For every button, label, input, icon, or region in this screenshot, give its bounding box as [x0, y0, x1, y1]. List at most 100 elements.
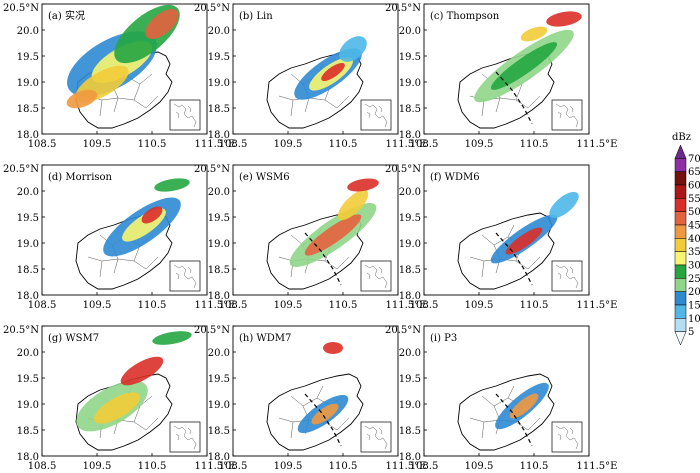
echo-area — [311, 403, 339, 425]
colorbar-label: 70 — [688, 154, 700, 165]
x-tick-label: 111.5°E — [195, 139, 236, 150]
x-tick-label: 108.5 — [28, 461, 57, 472]
y-tick-label: 19.0 — [399, 400, 421, 411]
panel-frame — [232, 3, 399, 135]
panel-3: (c) Thompson20.5°N20.019.519.018.518.010… — [385, 3, 617, 150]
colorbar-block — [674, 238, 687, 252]
x-tick-label: 110.5 — [329, 139, 358, 150]
echo-area — [152, 331, 192, 345]
y-tick-label: 19.0 — [208, 78, 230, 89]
panel-frame — [423, 3, 590, 135]
panel-label: (d) Morrison — [48, 172, 113, 183]
x-tick-label: 109.5 — [274, 461, 303, 472]
colorbar-block — [674, 318, 687, 332]
colorbar-block — [674, 144, 687, 159]
y-tick-label: 18.0 — [208, 130, 230, 141]
y-tick-label: 18.5 — [208, 104, 230, 115]
y-tick-label: 19.5 — [17, 52, 39, 63]
x-tick-label: 110.5 — [329, 461, 358, 472]
colorbar-labels: 5 10 15 20 25 30 35 40 45 50 55 60 65 70 — [688, 154, 700, 338]
x-tick-label: 108.5 — [219, 139, 248, 150]
y-tick-label: 18.5 — [17, 104, 39, 115]
x-tick-label: 110.5 — [520, 139, 549, 150]
x-tick-label: 111.5°E — [577, 139, 618, 150]
inset-map — [551, 260, 583, 292]
echo-area — [93, 392, 141, 424]
x-tick-label: 111.5°E — [195, 461, 236, 472]
y-tick-label: 19.5 — [17, 213, 39, 224]
colorbar-block — [674, 211, 687, 226]
y-tick-label: 18.0 — [17, 291, 39, 302]
colorbar-block — [674, 291, 687, 306]
y-tick-label: 19.0 — [17, 239, 39, 250]
colorbar-block — [674, 224, 687, 239]
colorbar-block — [674, 264, 687, 279]
x-tick-label: 108.5 — [28, 300, 57, 311]
y-tick-label: 19.5 — [208, 52, 230, 63]
y-tick-label: 20.5°N — [385, 325, 421, 336]
colorbar-label: 60 — [688, 181, 700, 192]
y-tick-label: 20.5°N — [385, 3, 421, 14]
y-tick-label: 18.0 — [208, 452, 230, 463]
y-tick-label: 20.5°N — [3, 3, 39, 14]
x-tick-label: 108.5 — [410, 300, 439, 311]
y-tick-label: 20.5°N — [3, 325, 39, 336]
colorbar-label: 20 — [688, 287, 700, 298]
colorbar-block — [674, 171, 687, 186]
inset-map — [169, 99, 201, 131]
echo-area — [339, 36, 367, 62]
panel-frame — [41, 325, 208, 457]
echo-area — [321, 62, 345, 82]
inset-map — [360, 99, 392, 131]
inset-map — [360, 260, 392, 292]
y-tick-label: 18.0 — [208, 291, 230, 302]
y-tick-label: 18.5 — [399, 104, 421, 115]
x-tick-label: 110.5 — [138, 300, 167, 311]
y-tick-label: 20.5°N — [194, 325, 230, 336]
y-tick-label: 19.5 — [208, 374, 230, 385]
y-tick-label: 18.5 — [17, 426, 39, 437]
panel-label: (i) P3 — [430, 333, 457, 344]
panel-label: (h) WDM7 — [239, 333, 291, 344]
echo-area — [549, 191, 579, 219]
colorbar-label: 50 — [688, 207, 700, 218]
echo-area — [141, 206, 163, 224]
y-tick-label: 19.0 — [208, 400, 230, 411]
colorbar-block — [674, 251, 687, 266]
x-tick-label: 109.5 — [274, 300, 303, 311]
x-tick-label: 108.5 — [219, 300, 248, 311]
panel-frame — [41, 164, 208, 296]
y-tick-label: 18.0 — [399, 130, 421, 141]
inset-map — [551, 421, 583, 453]
x-tick-label: 111.5°E — [577, 461, 618, 472]
y-tick-label: 20.0 — [208, 348, 230, 359]
y-tick-label: 19.0 — [17, 78, 39, 89]
echo-area — [66, 89, 98, 109]
inset-map — [360, 421, 392, 453]
inset-map — [169, 421, 201, 453]
x-tick-label: 110.5 — [520, 461, 549, 472]
y-tick-label: 18.0 — [399, 291, 421, 302]
panel-frame — [423, 325, 590, 457]
x-tick-label: 110.5 — [138, 461, 167, 472]
panel-4: (d) Morrison20.5°N20.019.519.018.518.010… — [3, 164, 235, 311]
colorbar-label: 30 — [688, 261, 700, 272]
colorbar-label: 10 — [688, 314, 700, 325]
panel-frame — [232, 164, 399, 296]
colorbar-label: 15 — [688, 301, 700, 312]
y-tick-label: 20.0 — [208, 187, 230, 198]
panel-label: (b) Lin — [239, 11, 273, 22]
x-tick-label: 109.5 — [465, 139, 494, 150]
x-tick-label: 109.5 — [83, 461, 112, 472]
x-tick-label: 111.5°E — [195, 300, 236, 311]
y-tick-label: 18.0 — [399, 452, 421, 463]
y-tick-label: 20.0 — [399, 348, 421, 359]
echo-area — [323, 342, 343, 354]
echo-area — [347, 178, 379, 192]
colorbar-unit: dBz — [672, 132, 691, 143]
colorbar-label: 5 — [688, 327, 694, 338]
x-tick-label: 109.5 — [83, 139, 112, 150]
